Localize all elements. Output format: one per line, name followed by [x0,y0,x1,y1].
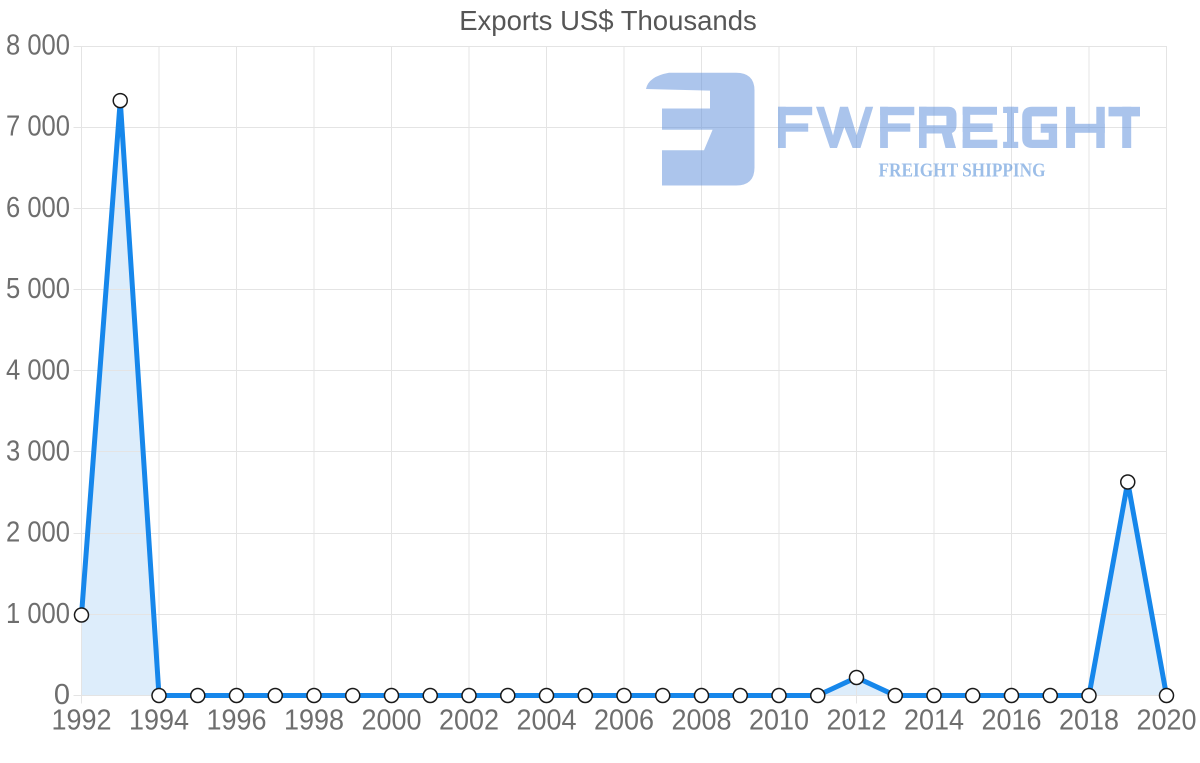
svg-text:2 000: 2 000 [6,517,70,549]
svg-text:4 000: 4 000 [6,354,70,386]
svg-text:2012: 2012 [827,705,887,737]
svg-text:2014: 2014 [904,705,964,737]
svg-text:2016: 2016 [982,705,1042,737]
svg-text:1996: 1996 [207,705,267,737]
svg-text:2020: 2020 [1137,705,1197,737]
svg-text:2010: 2010 [749,705,809,737]
svg-text:FREIGHT SHIPPING: FREIGHT SHIPPING [879,160,1046,182]
svg-text:1992: 1992 [52,705,112,737]
svg-text:0: 0 [54,679,70,711]
svg-text:2006: 2006 [594,705,654,737]
svg-text:2000: 2000 [362,705,422,737]
svg-text:2002: 2002 [439,705,499,737]
svg-text:1998: 1998 [284,705,344,737]
svg-text:1 000: 1 000 [6,598,70,630]
svg-text:6 000: 6 000 [6,192,70,224]
svg-text:7 000: 7 000 [6,111,70,143]
svg-text:1994: 1994 [129,705,189,737]
svg-text:8 000: 8 000 [6,30,70,62]
svg-text:5 000: 5 000 [6,273,70,305]
svg-text:3 000: 3 000 [6,435,70,467]
svg-text:Exports US$ Thousands: Exports US$ Thousands [459,5,757,36]
svg-text:2004: 2004 [517,705,577,737]
svg-text:2018: 2018 [1059,705,1119,737]
svg-text:2008: 2008 [672,705,732,737]
